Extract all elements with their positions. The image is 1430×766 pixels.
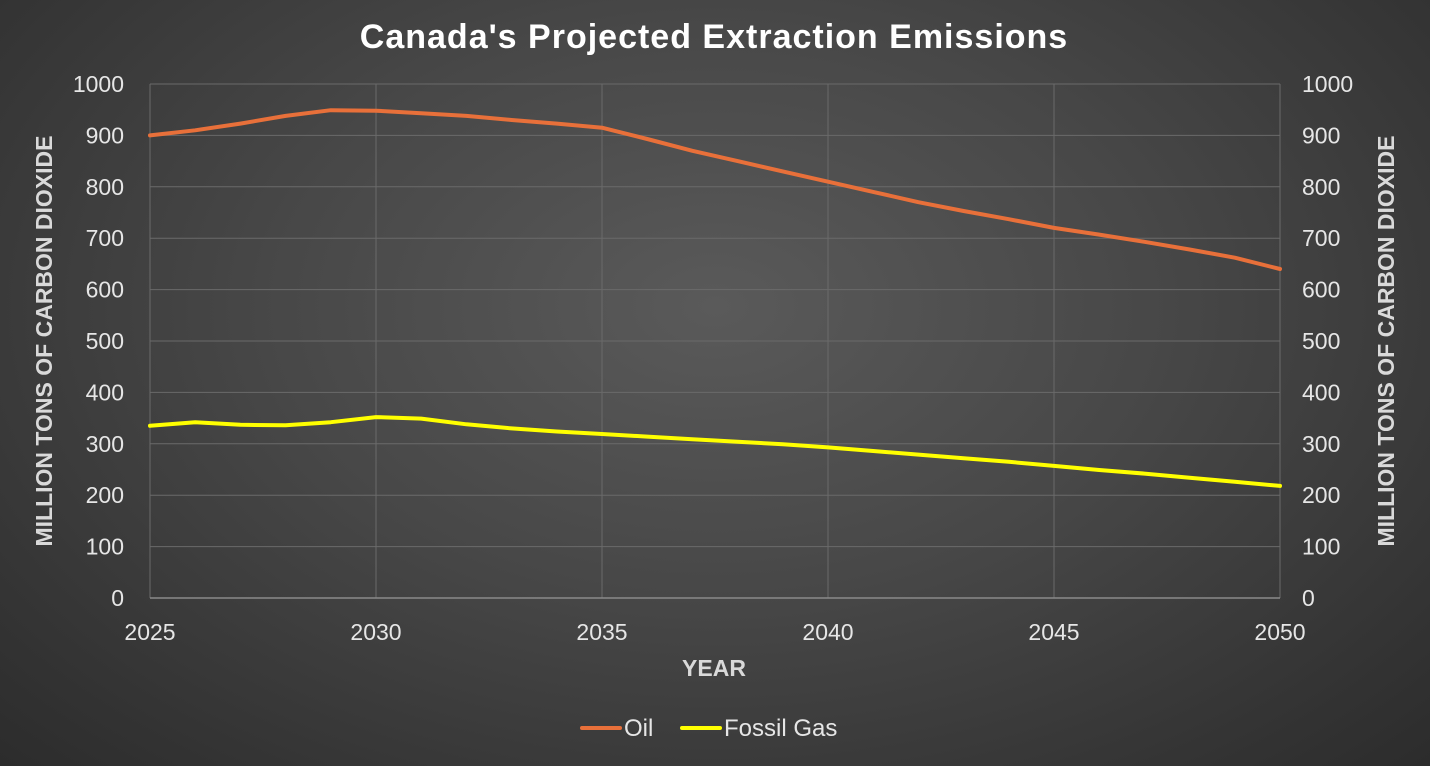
x-tick-label: 2045 <box>1028 619 1079 645</box>
y-tick-label-right: 0 <box>1302 585 1315 611</box>
x-tick-label: 2025 <box>124 619 175 645</box>
y-tick-label-left: 0 <box>111 585 124 611</box>
y-tick-label-right: 700 <box>1302 225 1340 251</box>
x-axis-title: YEAR <box>682 655 746 681</box>
x-tick-label: 2050 <box>1254 619 1305 645</box>
y-axis-title-left: MILLION TONS OF CARBON DIOXIDE <box>31 135 57 546</box>
y-tick-label-right: 900 <box>1302 122 1340 148</box>
y-tick-label-left: 900 <box>86 122 124 148</box>
x-tick-label: 2040 <box>802 619 853 645</box>
y-tick-label-left: 800 <box>86 174 124 200</box>
series-line-fossil-gas <box>148 415 1282 488</box>
legend: Oil Fossil Gas <box>580 715 837 742</box>
y-tick-label-right: 200 <box>1302 482 1340 508</box>
y-tick-label-left: 600 <box>86 277 124 303</box>
y-tick-label-right: 1000 <box>1302 71 1353 97</box>
y-tick-label-right: 800 <box>1302 174 1340 200</box>
y-tick-label-right: 300 <box>1302 431 1340 457</box>
y-tick-label-left: 100 <box>86 534 124 560</box>
y-tick-label-left: 300 <box>86 431 124 457</box>
y-tick-label-left: 1000 <box>73 71 124 97</box>
y-tick-label-left: 400 <box>86 379 124 405</box>
y-tick-label-left: 500 <box>86 328 124 354</box>
y-axis-title-right: MILLION TONS OF CARBON DIOXIDE <box>1373 135 1399 546</box>
legend-label-oil: Oil <box>624 715 653 742</box>
legend-label-fossil-gas: Fossil Gas <box>724 715 837 742</box>
grid-lines <box>149 83 1281 598</box>
axes: 0 0 100 100 200 200 300 300 400 400 500 500 600 600 70… <box>73 71 1353 645</box>
x-tick-label: 2035 <box>576 619 627 645</box>
chart-title: Canada's Projected Extraction Emissions <box>360 18 1068 56</box>
series-line-oil <box>148 108 1282 271</box>
y-tick-label-right: 600 <box>1302 277 1340 303</box>
series-lines <box>148 108 1282 488</box>
y-tick-label-right: 400 <box>1302 379 1340 405</box>
y-tick-label-right: 500 <box>1302 328 1340 354</box>
y-tick-label-left: 200 <box>86 482 124 508</box>
y-tick-label-left: 700 <box>86 225 124 251</box>
y-tick-label-right: 100 <box>1302 534 1340 560</box>
x-tick-label: 2030 <box>350 619 401 645</box>
